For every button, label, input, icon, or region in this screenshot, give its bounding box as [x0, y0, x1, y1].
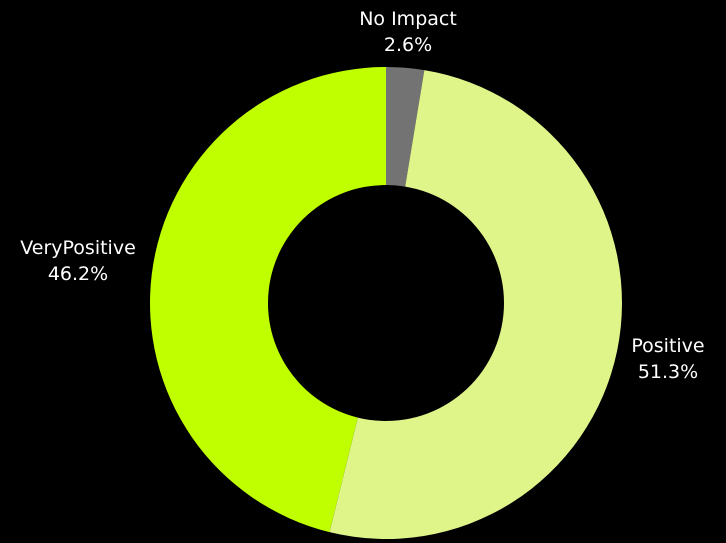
- donut-slice-verypositive: [150, 67, 386, 533]
- donut-slice-no-impact: [386, 67, 425, 187]
- slice-value-positive: 51.3%: [637, 361, 699, 383]
- slice-name-positive: Positive: [631, 335, 705, 357]
- donut-slices: [150, 67, 623, 539]
- slice-label-positive: Positive 51.3%: [631, 333, 704, 385]
- donut-slice-positive: [329, 70, 623, 539]
- slice-label-no-impact: No Impact 2.6%: [359, 6, 457, 58]
- slice-value-no-impact: 2.6%: [383, 34, 433, 56]
- slice-label-very-positive: VeryPositive 46.2%: [20, 235, 136, 287]
- slice-value-very-positive: 46.2%: [47, 263, 109, 285]
- slice-name-very-positive: VeryPositive: [20, 237, 136, 259]
- slice-name-no-impact: No Impact: [359, 8, 457, 30]
